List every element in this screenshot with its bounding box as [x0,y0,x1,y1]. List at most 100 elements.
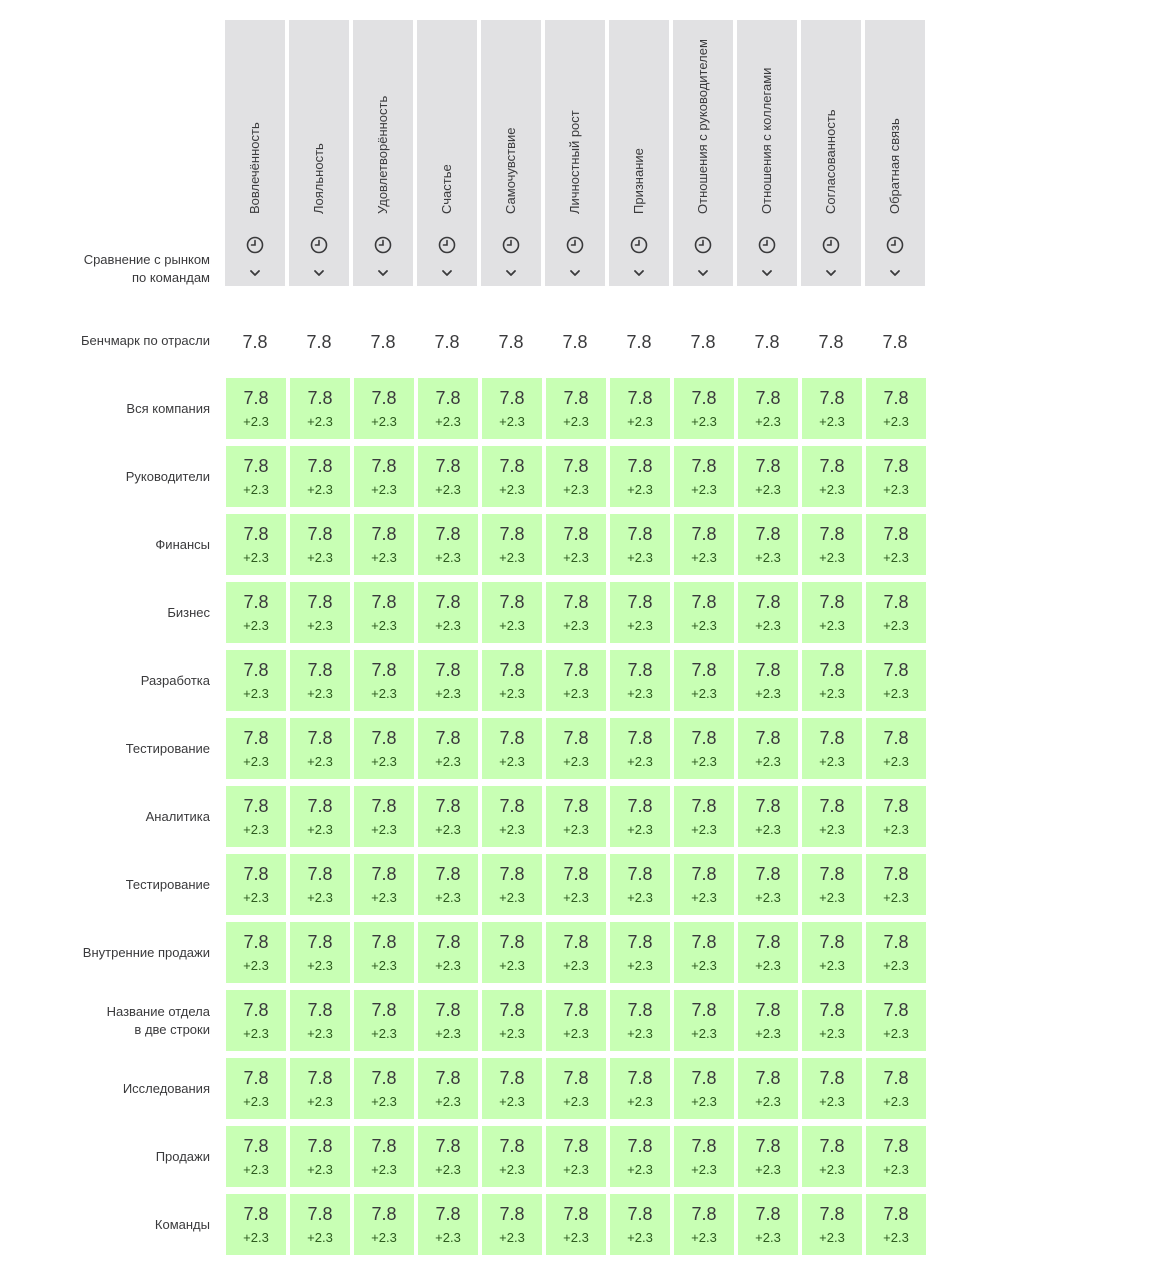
score-cell[interactable]: 7.8 +2.3 [674,446,734,507]
score-cell[interactable]: 7.8 +2.3 [226,582,286,643]
score-cell[interactable]: 7.8 +2.3 [866,854,926,915]
score-cell[interactable]: 7.8 +2.3 [610,1126,670,1187]
score-cell[interactable]: 7.8 +2.3 [738,582,798,643]
clock-icon[interactable] [310,236,328,254]
column-header[interactable]: Согласованность [801,20,861,286]
score-cell[interactable]: 7.8 +2.3 [354,1126,414,1187]
column-header[interactable]: Личностный рост [545,20,605,286]
score-cell[interactable]: 7.8 +2.3 [482,990,542,1051]
score-cell[interactable]: 7.8 +2.3 [674,990,734,1051]
score-cell[interactable]: 7.8 +2.3 [482,718,542,779]
score-cell[interactable]: 7.8 +2.3 [226,378,286,439]
score-cell[interactable]: 7.8 +2.3 [290,650,350,711]
score-cell[interactable]: 7.8 +2.3 [354,1194,414,1255]
score-cell[interactable]: 7.8 +2.3 [610,1058,670,1119]
score-cell[interactable]: 7.8 +2.3 [546,446,606,507]
score-cell[interactable]: 7.8 +2.3 [482,1058,542,1119]
score-cell[interactable]: 7.8 +2.3 [418,1058,478,1119]
score-cell[interactable]: 7.8 +2.3 [674,582,734,643]
score-cell[interactable]: 7.8 +2.3 [290,378,350,439]
clock-icon[interactable] [822,236,840,254]
score-cell[interactable]: 7.8 +2.3 [354,378,414,439]
score-cell[interactable]: 7.8 +2.3 [738,718,798,779]
score-cell[interactable]: 7.8 +2.3 [866,446,926,507]
score-cell[interactable]: 7.8 +2.3 [354,582,414,643]
score-cell[interactable]: 7.8 +2.3 [418,990,478,1051]
score-cell[interactable]: 7.8 +2.3 [802,650,862,711]
score-cell[interactable]: 7.8 +2.3 [226,1126,286,1187]
score-cell[interactable]: 7.8 +2.3 [290,718,350,779]
score-cell[interactable]: 7.8 +2.3 [482,786,542,847]
score-cell[interactable]: 7.8 +2.3 [674,514,734,575]
score-cell[interactable]: 7.8 +2.3 [738,1058,798,1119]
score-cell[interactable]: 7.8 +2.3 [802,922,862,983]
score-cell[interactable]: 7.8 +2.3 [226,718,286,779]
score-cell[interactable]: 7.8 +2.3 [546,1126,606,1187]
score-cell[interactable]: 7.8 +2.3 [482,1194,542,1255]
score-cell[interactable]: 7.8 +2.3 [290,582,350,643]
score-cell[interactable]: 7.8 +2.3 [418,718,478,779]
score-cell[interactable]: 7.8 +2.3 [802,1194,862,1255]
score-cell[interactable]: 7.8 +2.3 [226,990,286,1051]
clock-icon[interactable] [438,236,456,254]
score-cell[interactable]: 7.8 +2.3 [226,922,286,983]
column-header[interactable]: Лояльность [289,20,349,286]
chevron-down-icon[interactable] [825,268,837,278]
score-cell[interactable]: 7.8 +2.3 [418,922,478,983]
score-cell[interactable]: 7.8 +2.3 [738,786,798,847]
column-header[interactable]: Отношения с коллегами [737,20,797,286]
score-cell[interactable]: 7.8 +2.3 [290,854,350,915]
score-cell[interactable]: 7.8 +2.3 [354,922,414,983]
score-cell[interactable]: 7.8 +2.3 [610,514,670,575]
score-cell[interactable]: 7.8 +2.3 [866,1058,926,1119]
score-cell[interactable]: 7.8 +2.3 [290,922,350,983]
chevron-down-icon[interactable] [633,268,645,278]
score-cell[interactable]: 7.8 +2.3 [354,650,414,711]
score-cell[interactable]: 7.8 +2.3 [354,718,414,779]
score-cell[interactable]: 7.8 +2.3 [226,1058,286,1119]
score-cell[interactable]: 7.8 +2.3 [418,854,478,915]
score-cell[interactable]: 7.8 +2.3 [610,378,670,439]
score-cell[interactable]: 7.8 +2.3 [354,1058,414,1119]
score-cell[interactable]: 7.8 +2.3 [546,582,606,643]
column-header[interactable]: Самочувствие [481,20,541,286]
column-header[interactable]: Отношения с руководителем [673,20,733,286]
score-cell[interactable]: 7.8 +2.3 [226,650,286,711]
clock-icon[interactable] [630,236,648,254]
score-cell[interactable]: 7.8 +2.3 [354,514,414,575]
chevron-down-icon[interactable] [313,268,325,278]
chevron-down-icon[interactable] [505,268,517,278]
score-cell[interactable]: 7.8 +2.3 [610,718,670,779]
score-cell[interactable]: 7.8 +2.3 [482,650,542,711]
score-cell[interactable]: 7.8 +2.3 [866,582,926,643]
chevron-down-icon[interactable] [697,268,709,278]
chevron-down-icon[interactable] [249,268,261,278]
score-cell[interactable]: 7.8 +2.3 [354,854,414,915]
score-cell[interactable]: 7.8 +2.3 [418,650,478,711]
score-cell[interactable]: 7.8 +2.3 [418,514,478,575]
score-cell[interactable]: 7.8 +2.3 [482,1126,542,1187]
score-cell[interactable]: 7.8 +2.3 [802,446,862,507]
column-header[interactable]: Удовлетворённость [353,20,413,286]
score-cell[interactable]: 7.8 +2.3 [546,514,606,575]
score-cell[interactable]: 7.8 +2.3 [354,990,414,1051]
score-cell[interactable]: 7.8 +2.3 [738,378,798,439]
score-cell[interactable]: 7.8 +2.3 [546,650,606,711]
column-header[interactable]: Обратная связь [865,20,925,286]
score-cell[interactable]: 7.8 +2.3 [610,922,670,983]
chevron-down-icon[interactable] [761,268,773,278]
score-cell[interactable]: 7.8 +2.3 [802,854,862,915]
score-cell[interactable]: 7.8 +2.3 [482,582,542,643]
score-cell[interactable]: 7.8 +2.3 [290,990,350,1051]
score-cell[interactable]: 7.8 +2.3 [674,922,734,983]
score-cell[interactable]: 7.8 +2.3 [866,786,926,847]
score-cell[interactable]: 7.8 +2.3 [738,446,798,507]
clock-icon[interactable] [566,236,584,254]
score-cell[interactable]: 7.8 +2.3 [354,786,414,847]
score-cell[interactable]: 7.8 +2.3 [674,1058,734,1119]
score-cell[interactable]: 7.8 +2.3 [546,718,606,779]
score-cell[interactable]: 7.8 +2.3 [866,1194,926,1255]
score-cell[interactable]: 7.8 +2.3 [418,1126,478,1187]
score-cell[interactable]: 7.8 +2.3 [866,718,926,779]
score-cell[interactable]: 7.8 +2.3 [674,786,734,847]
